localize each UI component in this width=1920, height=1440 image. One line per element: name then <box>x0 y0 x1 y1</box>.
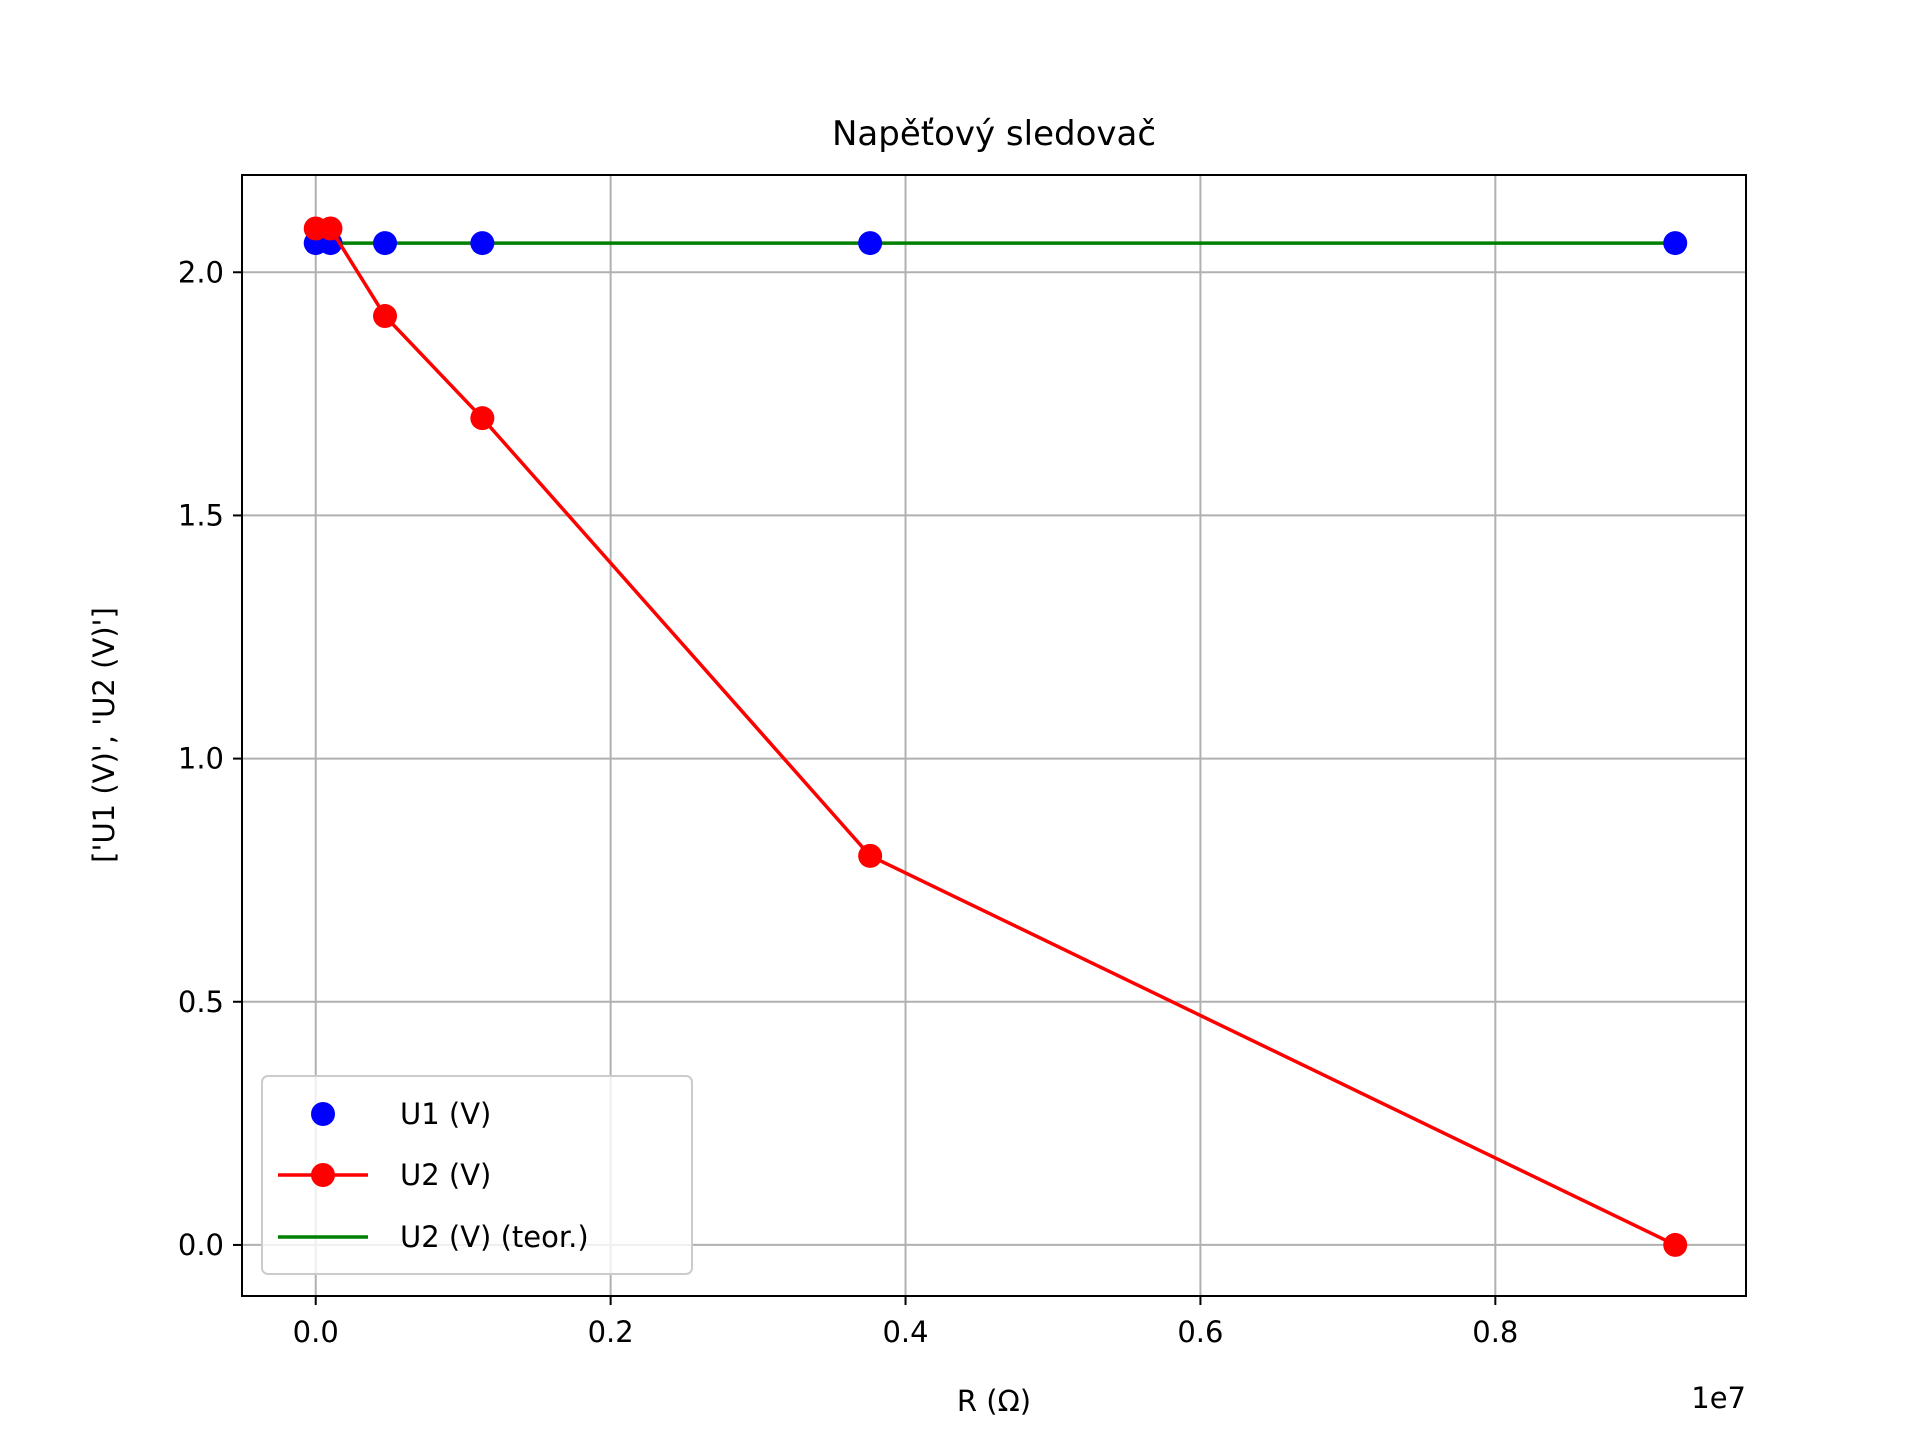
y-axis-label: ['U1 (V)', 'U2 (V)'] <box>87 607 121 863</box>
chart-title: Napěťový sledovač <box>832 114 1156 154</box>
y-tick-label: 1.5 <box>178 498 224 532</box>
x-axis-offset-label: 1e7 <box>1691 1381 1746 1415</box>
legend-marker-u2-v <box>311 1163 335 1187</box>
x-axis-label: R (Ω) <box>957 1384 1031 1418</box>
data-point-u1-v <box>373 231 398 256</box>
data-point-u2-v <box>858 843 883 868</box>
data-point-u2-v <box>373 304 398 329</box>
x-tick-label: 0.2 <box>588 1315 634 1349</box>
y-tick-label: 0.5 <box>178 985 224 1019</box>
legend: U1 (V) U2 (V) U2 (V) (teor.) <box>261 1075 693 1275</box>
grid <box>242 175 1746 1296</box>
x-tick-label: 0.0 <box>293 1315 339 1349</box>
data-point-u1-v <box>1663 231 1688 256</box>
x-tick-label: 0.8 <box>1472 1315 1518 1349</box>
legend-frame <box>261 1075 693 1275</box>
y-tick-label: 2.0 <box>178 255 224 289</box>
data-point-u1-v <box>470 231 495 256</box>
data-point-u2-v <box>318 216 343 241</box>
y-tick-label: 1.0 <box>178 742 224 776</box>
y-tick-label: 0.0 <box>178 1228 224 1262</box>
legend-marker-u1-v <box>311 1102 335 1126</box>
legend-label-u2-v-teor: U2 (V) (teor.) <box>400 1220 589 1254</box>
legend-label-u2-v: U2 (V) <box>400 1158 491 1192</box>
data-point-u1-v <box>858 231 883 256</box>
data-point-u2-v <box>1663 1232 1688 1257</box>
axis-ticks: 0.0 0.2 0.4 0.6 0.8 0.0 0.5 1.0 1.5 2.0 <box>178 255 1519 1349</box>
plot-series <box>303 216 1688 1257</box>
data-point-u2-v <box>470 406 495 431</box>
legend-label-u1-v: U1 (V) <box>400 1097 491 1131</box>
x-tick-label: 0.4 <box>882 1315 928 1349</box>
axes-frame <box>241 174 1747 1297</box>
x-tick-label: 0.6 <box>1177 1315 1223 1349</box>
